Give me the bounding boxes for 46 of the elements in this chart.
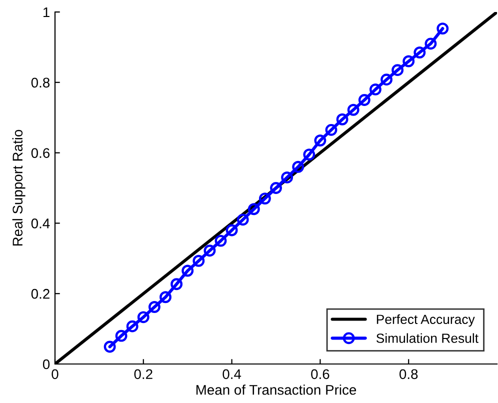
point [192,254,205,267]
point [336,113,348,126]
point [414,46,426,58]
point [303,148,316,161]
point [226,224,238,236]
x-axis-title: Mean of Transaction Price [196,384,356,395]
legend-label: Simulation Result [376,333,478,343]
point [358,94,370,106]
point [402,55,415,68]
y-tick-label: 0.6 [31,148,50,158]
point [236,214,249,226]
point [292,160,304,173]
point [148,301,160,313]
point [214,234,227,247]
x-tick-label: 0.8 [399,369,418,380]
point [347,104,360,116]
point [436,22,449,35]
legend-label: Perfect Accuracy [376,314,475,327]
point [160,291,172,304]
y-tick-label: 0.8 [31,78,50,88]
point [424,38,437,50]
y-axis-title: Real Support Ratio [12,130,26,246]
point [258,192,271,205]
y-tick-label: 0.4 [31,218,50,228]
y-tick-label: 1 [43,7,50,18]
y-tick-label: 0 [42,359,50,370]
point [369,83,382,96]
point [170,278,183,290]
point [126,320,138,332]
point [380,74,392,86]
point [392,64,404,76]
x-tick-label: 0.2 [134,369,152,380]
point [137,311,150,324]
point [281,171,294,184]
x-tick-label: 0.6 [311,369,330,380]
point [325,124,338,136]
point [314,134,326,146]
point [204,244,216,257]
point [115,330,128,342]
point [182,264,194,277]
point [270,182,282,194]
point [248,203,260,216]
point [104,340,116,353]
x-tick-label: 0 [52,369,58,380]
x-tick-label: 0.4 [222,369,242,380]
y-tick-label: 0.2 [31,288,50,299]
